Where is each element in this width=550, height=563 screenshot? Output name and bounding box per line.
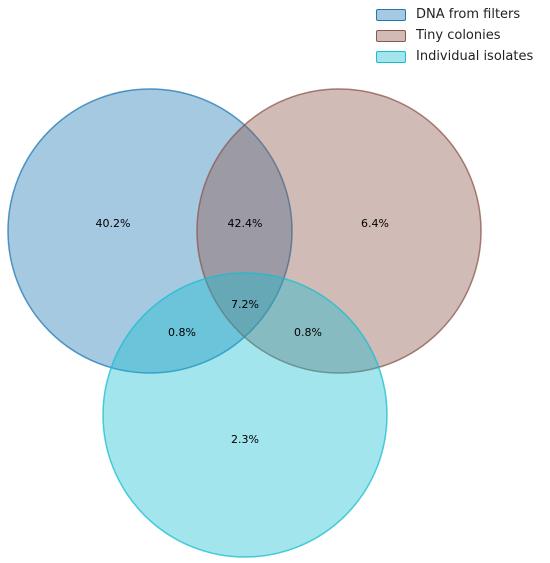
- legend-label-dna-from-filters: DNA from filters: [416, 7, 521, 22]
- legend-item-individual-isolates: Individual isolates: [376, 46, 548, 67]
- legend-label-tiny-colonies: Tiny colonies: [416, 28, 501, 43]
- venn-circle-individual-isolates: [102, 272, 388, 558]
- venn-circle-tiny-colonies: [196, 88, 482, 374]
- venn-region-labels: 40.2% 42.4% 6.4% 7.2% 0.8% 0.8% 2.3%: [96, 217, 389, 446]
- region-label-tiny-colonies: 6.4%: [361, 217, 389, 230]
- legend-item-tiny-colonies: Tiny colonies: [376, 25, 548, 46]
- region-label-tiny-colonies-and-individual-isolates: 0.8%: [294, 326, 322, 339]
- region-label-dna-from-filters-and-tiny-colonies-and-individual-isolates: 7.2%: [231, 298, 259, 311]
- legend-swatch-individual-isolates: [376, 50, 406, 63]
- legend-swatch-dna-from-filters: [376, 8, 406, 21]
- legend-label-individual-isolates: Individual isolates: [416, 49, 534, 64]
- region-label-dna-from-filters-and-individual-isolates: 0.8%: [168, 326, 196, 339]
- region-label-dna-from-filters: 40.2%: [96, 217, 131, 230]
- venn-circle-dna-from-filters: [7, 88, 293, 374]
- region-label-individual-isolates: 2.3%: [231, 433, 259, 446]
- region-label-dna-from-filters-and-tiny-colonies: 42.4%: [228, 217, 263, 230]
- venn-circles: [7, 88, 482, 558]
- legend-item-dna-from-filters: DNA from filters: [376, 4, 548, 25]
- legend-swatch-tiny-colonies: [376, 29, 406, 42]
- legend: DNA from filters Tiny colonies Individua…: [370, 2, 548, 69]
